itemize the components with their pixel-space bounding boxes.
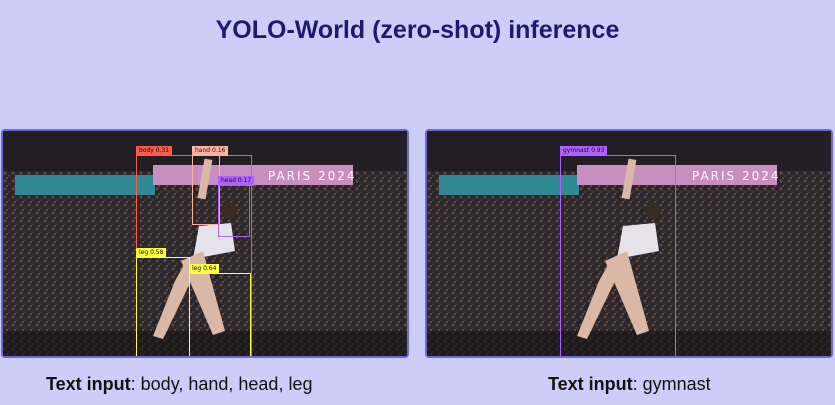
left-inference-image: PARIS 2024 body 0.31 hand 0.16 head 0.17 le… — [1, 129, 409, 358]
detection-label: leg 0.58 — [136, 248, 167, 258]
detection-label: hand 0.16 — [192, 146, 229, 156]
detection-box-gymnast: gymnast 0.93 — [560, 146, 676, 356]
detection-label: leg 0.64 — [189, 264, 220, 274]
banner-text: PARIS 2024 — [692, 169, 781, 183]
detection-box-hand: hand 0.16 — [192, 146, 229, 225]
page-title: YOLO-World (zero-shot) inference — [215, 16, 620, 44]
left-caption: Text input: body, hand, head, leg — [46, 374, 312, 395]
detection-box-head: head 0.17 — [218, 176, 255, 237]
detection-label: body 0.31 — [136, 146, 173, 156]
caption-value: : body, hand, head, leg — [130, 374, 313, 394]
banner-text: PARIS 2024 — [268, 169, 357, 183]
gymnast-photo: PARIS 2024 — [3, 131, 407, 356]
gymnast-photo: PARIS 2024 — [427, 131, 831, 356]
detection-label: head 0.17 — [218, 176, 255, 186]
right-caption: Text input: gymnast — [548, 374, 711, 395]
caption-label: Text input — [46, 374, 131, 394]
caption-value: : gymnast — [632, 374, 711, 394]
detection-box-leg: leg 0.58 — [136, 248, 190, 356]
caption-label: Text input — [548, 374, 633, 394]
right-inference-image: PARIS 2024 gymnast 0.93 — [425, 129, 833, 358]
detection-box-leg: leg 0.64 — [189, 264, 251, 356]
detection-label: gymnast 0.93 — [560, 146, 608, 156]
